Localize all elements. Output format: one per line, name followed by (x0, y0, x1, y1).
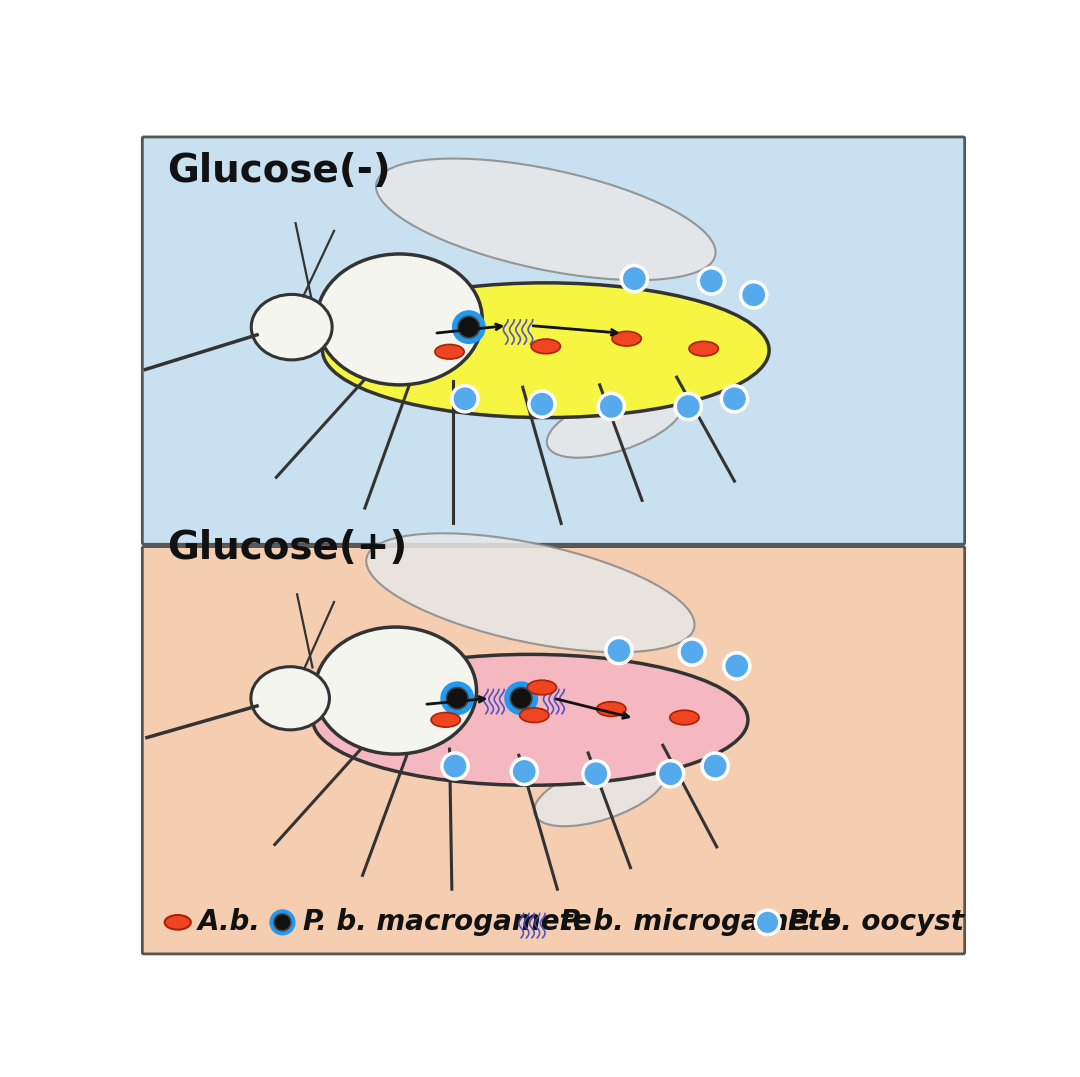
Circle shape (621, 266, 647, 292)
Circle shape (741, 282, 767, 308)
Circle shape (442, 753, 468, 779)
Circle shape (679, 639, 705, 666)
Circle shape (598, 393, 624, 420)
Ellipse shape (527, 681, 556, 695)
Ellipse shape (596, 702, 626, 716)
Text: A.b.: A.b. (198, 908, 260, 936)
Ellipse shape (252, 294, 333, 360)
Text: P. b. macrogamete: P. b. macrogamete (303, 908, 592, 936)
Text: P. b. microgamete: P. b. microgamete (559, 908, 839, 936)
Ellipse shape (531, 339, 561, 353)
Circle shape (721, 386, 747, 411)
FancyBboxPatch shape (143, 137, 964, 544)
Ellipse shape (546, 389, 684, 458)
Circle shape (504, 682, 538, 715)
Ellipse shape (314, 627, 476, 754)
Circle shape (606, 638, 632, 663)
Circle shape (658, 760, 684, 787)
Text: Glucose(-): Glucose(-) (167, 152, 391, 190)
Ellipse shape (534, 759, 665, 826)
Ellipse shape (164, 915, 191, 929)
Circle shape (458, 317, 480, 338)
Ellipse shape (435, 345, 464, 359)
Ellipse shape (670, 710, 699, 725)
Ellipse shape (323, 283, 769, 418)
Ellipse shape (251, 667, 329, 730)
Ellipse shape (431, 713, 460, 727)
Circle shape (583, 760, 609, 787)
Ellipse shape (313, 655, 748, 785)
FancyBboxPatch shape (143, 547, 964, 954)
Ellipse shape (689, 341, 718, 356)
Circle shape (675, 393, 701, 420)
Circle shape (755, 910, 780, 935)
Text: Glucose(+): Glucose(+) (167, 529, 407, 567)
Circle shape (451, 386, 478, 411)
Circle shape (511, 687, 532, 709)
Ellipse shape (612, 332, 642, 346)
Ellipse shape (366, 533, 694, 653)
Circle shape (724, 653, 750, 679)
Circle shape (274, 914, 291, 931)
Text: P. b. oocyst: P. b. oocyst (787, 908, 963, 936)
Ellipse shape (519, 708, 549, 723)
Circle shape (702, 753, 728, 779)
Circle shape (441, 682, 474, 715)
Ellipse shape (316, 254, 483, 384)
Circle shape (451, 310, 486, 344)
Ellipse shape (376, 158, 716, 280)
Circle shape (269, 909, 296, 936)
Circle shape (529, 391, 555, 417)
Circle shape (511, 758, 538, 784)
Circle shape (446, 687, 468, 709)
Circle shape (699, 268, 725, 294)
